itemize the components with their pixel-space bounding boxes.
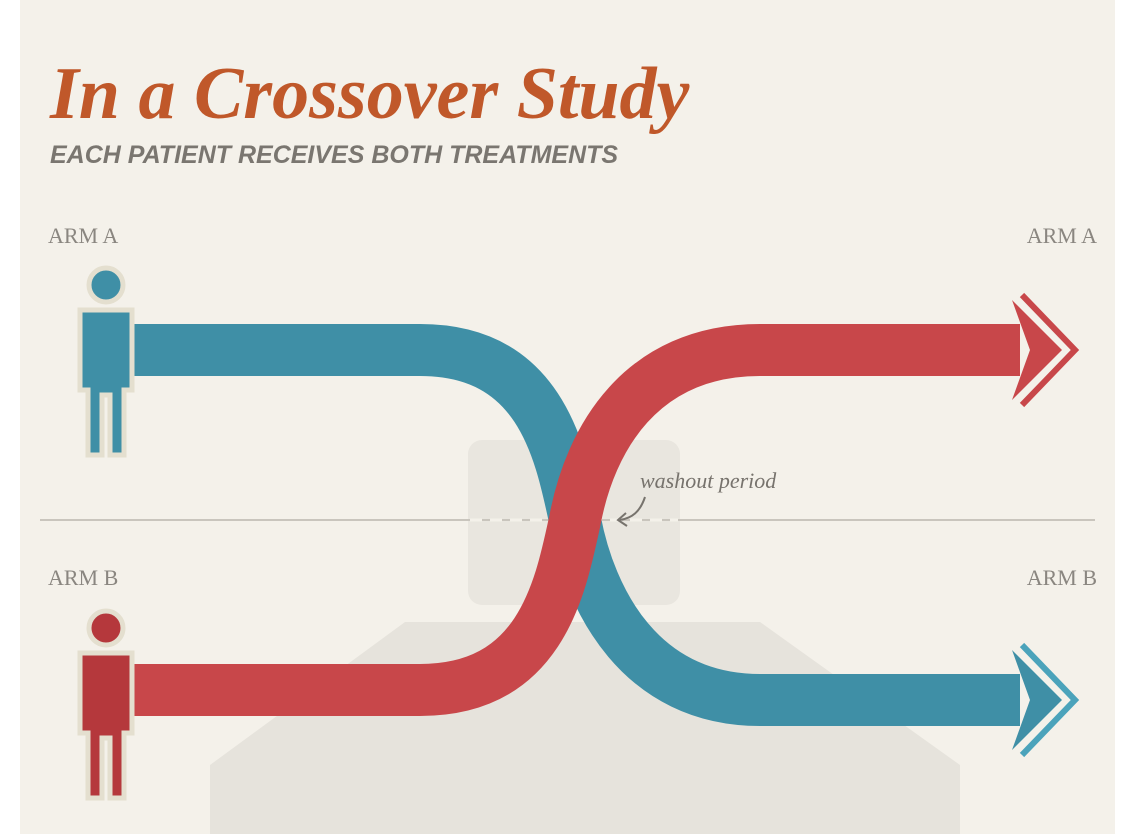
arm-label: ARM A <box>1027 223 1097 248</box>
subtitle: EACH PATIENT RECEIVES BOTH TREATMENTS <box>50 141 618 169</box>
arm-label: ARM B <box>1027 565 1097 590</box>
infographic: In a Crossover Study EACH PATIENT RECEIV… <box>0 0 1135 834</box>
arm-label: ARM B <box>48 565 118 590</box>
annotation: washout period <box>640 468 777 493</box>
arm-label: ARM A <box>48 223 118 248</box>
title: In a Crossover Study <box>49 53 691 135</box>
